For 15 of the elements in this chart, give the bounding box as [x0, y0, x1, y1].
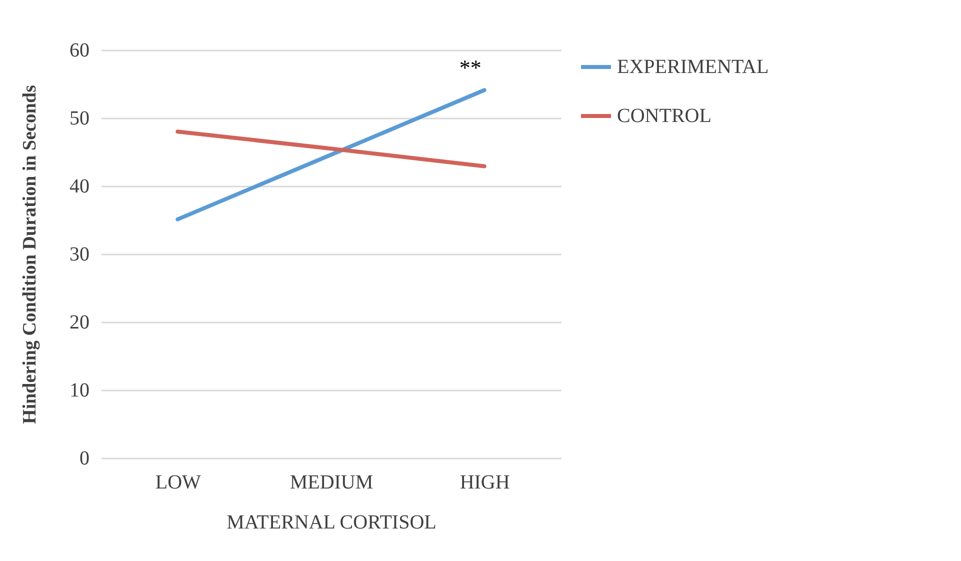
y-tick-label: 50 [70, 108, 90, 130]
x-axis-title: MATERNAL CORTISOL [226, 512, 436, 534]
y-axis-title: Hindering Condition Duration in Seconds [20, 85, 40, 424]
x-tick-label: HIGH [460, 472, 510, 494]
annotation: ** [459, 55, 482, 80]
x-tick-label: LOW [155, 472, 202, 494]
y-tick-label: 60 [70, 40, 90, 62]
y-tick-label: 20 [70, 312, 90, 334]
legend-label: CONTROL [617, 105, 712, 127]
y-tick-label: 40 [70, 176, 90, 198]
legend-label: EXPERIMENTAL [617, 56, 769, 78]
y-tick-label: 0 [80, 448, 90, 470]
y-tick-label: 30 [70, 244, 90, 266]
y-tick-label: 10 [70, 380, 90, 402]
x-tick-label: MEDIUM [290, 472, 374, 494]
